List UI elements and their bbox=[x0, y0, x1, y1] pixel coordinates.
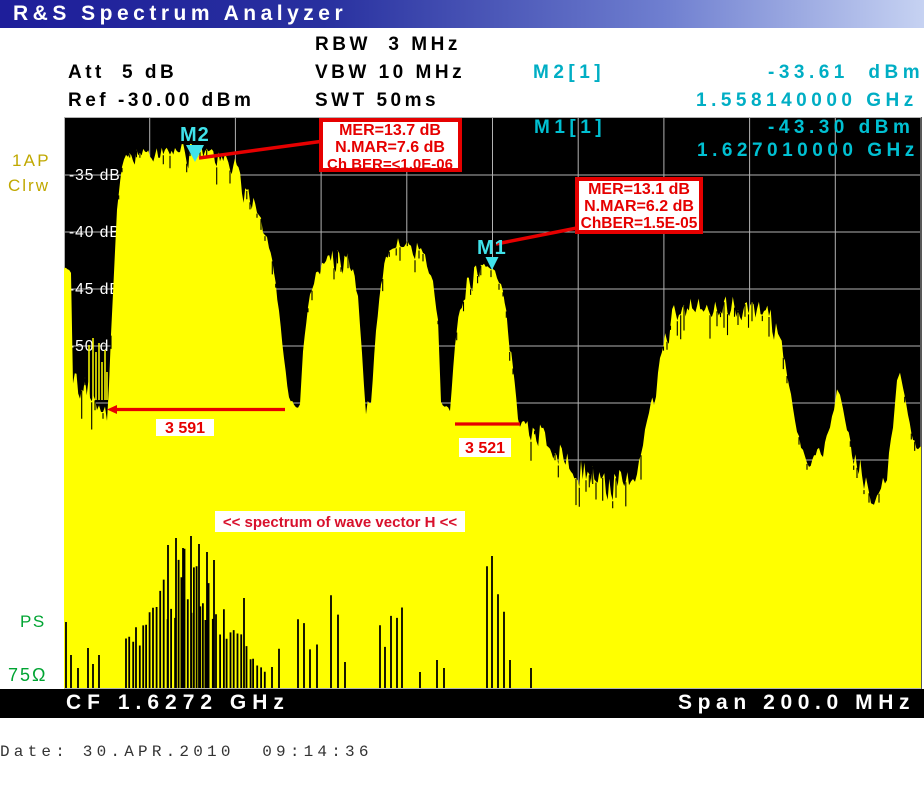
svg-text:-50 dB: -50 dB bbox=[69, 338, 121, 355]
svg-text:3 521: 3 521 bbox=[465, 440, 505, 457]
svg-text:ChBER=1.5E-05: ChBER=1.5E-05 bbox=[581, 215, 698, 232]
svg-text:-35 dB: -35 dB bbox=[69, 167, 121, 184]
svg-text:M2: M2 bbox=[180, 124, 210, 146]
svg-text:<< spectrum of wave vector H <: << spectrum of wave vector H << bbox=[223, 514, 458, 531]
svg-text:1.627010000 GHz: 1.627010000 GHz bbox=[697, 140, 919, 161]
svg-text:M1: M1 bbox=[477, 237, 507, 259]
svg-text:M1[1]: M1[1] bbox=[534, 117, 606, 138]
svg-text:3 591: 3 591 bbox=[165, 420, 205, 437]
svg-text:MER=13.7 dB: MER=13.7 dB bbox=[339, 122, 441, 139]
svg-text:-45 dB: -45 dB bbox=[69, 281, 121, 298]
svg-text:-40 dB: -40 dB bbox=[69, 224, 121, 241]
svg-text:Ch BER=<1.0E-06: Ch BER=<1.0E-06 bbox=[327, 156, 453, 173]
svg-text:N.MAR=7.6 dB: N.MAR=7.6 dB bbox=[335, 139, 445, 156]
svg-text:MER=13.1 dB: MER=13.1 dB bbox=[588, 181, 690, 198]
svg-text:N.MAR=6.2 dB: N.MAR=6.2 dB bbox=[584, 198, 694, 215]
svg-text:-43.30 dBm: -43.30 dBm bbox=[768, 117, 914, 138]
